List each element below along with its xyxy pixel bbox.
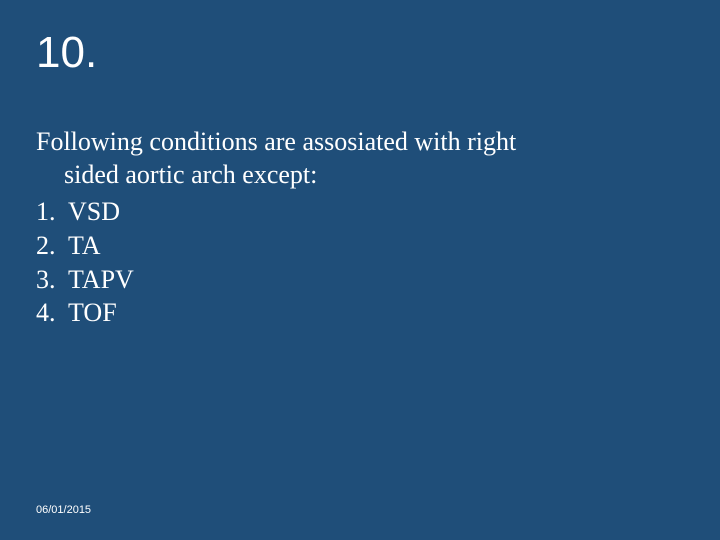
question-line-2: sided aortic arch except:	[36, 159, 676, 192]
option-text: VSD	[68, 195, 684, 229]
option-number: 3.	[36, 263, 68, 297]
option-text: TAPV	[68, 263, 684, 297]
option-number: 2.	[36, 229, 68, 263]
option-text: TA	[68, 229, 684, 263]
slide: 10. Following conditions are assosiated …	[0, 0, 720, 540]
option-number: 1.	[36, 195, 68, 229]
options-list: 1. VSD 2. TA 3. TAPV 4. TOF	[36, 195, 684, 330]
list-item: 3. TAPV	[36, 263, 684, 297]
question-line-1: Following conditions are assosiated with…	[36, 127, 516, 156]
list-item: 2. TA	[36, 229, 684, 263]
list-item: 4. TOF	[36, 296, 684, 330]
question-text: Following conditions are assosiated with…	[36, 126, 676, 191]
list-item: 1. VSD	[36, 195, 684, 229]
option-text: TOF	[68, 296, 684, 330]
slide-title: 10.	[36, 28, 684, 78]
slide-date: 06/01/2015	[36, 504, 91, 516]
option-number: 4.	[36, 296, 68, 330]
